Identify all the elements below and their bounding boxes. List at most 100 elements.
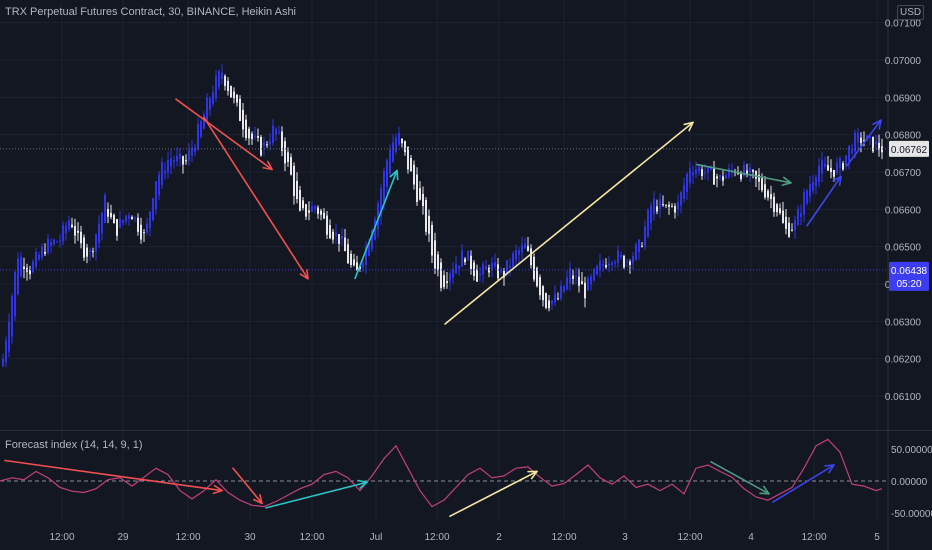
candle-body [446, 281, 448, 284]
time-tick-label: 12:00 [424, 532, 449, 543]
candle-body [254, 135, 256, 137]
candle-body [851, 149, 853, 154]
arrow-head [872, 119, 882, 130]
candle-body [155, 181, 157, 210]
candle-body [632, 256, 634, 264]
last-price-value: 0.06762 [891, 145, 928, 156]
annotation-arrows[interactable] [4, 98, 882, 518]
candle-body [53, 239, 55, 244]
candle-body [776, 204, 778, 213]
candle-body [383, 170, 385, 203]
candle-body [530, 248, 532, 266]
candle-body [65, 225, 67, 233]
price-tick-label: 0.06200 [885, 355, 922, 366]
candle-body [308, 210, 310, 213]
time-axis[interactable]: 12:00 29 12:00 30 12:00 Jul 12:00 2 12:00 3 12:00 4… [49, 532, 880, 543]
candle-body [71, 224, 73, 228]
candle-body [617, 250, 619, 263]
candle-body [353, 259, 355, 266]
indicator-tick-label: 50.00000 [891, 445, 932, 456]
candle-body [137, 217, 139, 232]
candle-body [659, 199, 661, 209]
arrow-shaft [4, 459, 223, 492]
candle-body [95, 234, 97, 252]
arrow-head [527, 470, 538, 480]
candle-body [524, 243, 526, 249]
candle-body [518, 250, 520, 255]
candle-body [527, 246, 529, 251]
candle-body [392, 142, 394, 162]
candle-body [74, 225, 76, 236]
candle-body [242, 109, 244, 130]
candle-body [92, 251, 94, 253]
candle-body [431, 224, 433, 256]
candle-body [263, 142, 265, 147]
candle-body [824, 163, 826, 167]
candle-body [770, 194, 772, 200]
currency-label[interactable]: USD [897, 5, 925, 20]
candle-body [167, 160, 169, 173]
trend-arrow [444, 121, 694, 325]
candlestick-series[interactable] [2, 64, 883, 368]
candle-body [23, 266, 25, 270]
candle-body [152, 198, 154, 220]
candle-body [413, 164, 415, 185]
candle-body [689, 168, 691, 183]
candle-body [62, 224, 64, 242]
candle-body [305, 204, 307, 217]
candle-body [773, 196, 775, 212]
candle-body [761, 178, 763, 191]
candle-body [686, 173, 688, 192]
candle-body [698, 166, 700, 172]
candle-body [320, 210, 322, 215]
candle-body [269, 141, 271, 145]
chart-title[interactable]: TRX Perpetual Futures Contract, 30, BINA… [5, 6, 297, 18]
price-tick-label: 0.06100 [885, 392, 922, 403]
time-tick-label: 29 [117, 532, 129, 543]
candle-body [614, 262, 616, 264]
candle-body [185, 160, 187, 162]
candle-body [764, 184, 766, 198]
time-tick-label: Jul [370, 532, 383, 543]
candle-body [395, 137, 397, 153]
candle-body [221, 72, 223, 80]
candle-body [485, 266, 487, 270]
indicator-title[interactable]: Forecast index (14, 14, 9, 1) [5, 439, 143, 451]
candle-body [329, 225, 331, 239]
candle-body [437, 254, 439, 271]
candle-body [494, 262, 496, 267]
candle-body [515, 249, 517, 260]
candle-body [266, 144, 268, 146]
candle-body [455, 263, 457, 274]
candle-body [668, 204, 670, 207]
price-axis[interactable]: 0.061000.062000.063000.064000.065000.066… [885, 19, 922, 403]
candle-body [311, 205, 313, 212]
candle-body [44, 251, 46, 254]
candle-body [296, 180, 298, 200]
candle-body [17, 258, 19, 294]
candle-body [101, 212, 103, 234]
candle-body [389, 149, 391, 174]
candle-body [194, 147, 196, 152]
candle-body [440, 262, 442, 288]
candle-body [434, 240, 436, 269]
candle-body [584, 282, 586, 299]
indicator-tick-label: 0.00000 [891, 477, 928, 488]
candle-body [794, 220, 796, 231]
candle-body [449, 273, 451, 283]
candle-body [842, 163, 844, 170]
candle-body [230, 85, 232, 98]
candle-body [20, 256, 22, 277]
candle-body [878, 142, 880, 150]
candle-body [566, 277, 568, 290]
candle-body [32, 261, 34, 273]
indicator-arrow [772, 464, 835, 503]
arrow-head [262, 160, 273, 171]
candle-body [425, 199, 427, 232]
candle-body [278, 131, 280, 133]
candle-body [5, 340, 7, 363]
candle-body [818, 165, 820, 182]
candle-body [827, 165, 829, 171]
